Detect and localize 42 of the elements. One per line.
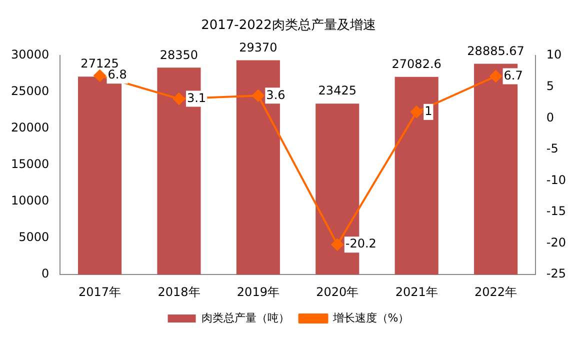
- y2-tick-label: 5: [546, 79, 554, 94]
- data-label: 28350: [160, 48, 198, 62]
- y-tick-label: 25000: [10, 84, 50, 98]
- x-tick-label: 2020年: [316, 284, 359, 299]
- data-label: 28885.67: [467, 44, 524, 58]
- x-tick-label: 2018年: [158, 284, 200, 299]
- legend-label: 增长速度（%）: [332, 311, 410, 324]
- data-label: 3.1: [186, 90, 206, 105]
- data-label: 1: [424, 104, 432, 118]
- data-label: 3.6: [266, 88, 286, 102]
- data-label: 29370: [239, 40, 278, 54]
- y2-tick-label: -20: [546, 235, 566, 250]
- point: [410, 106, 423, 118]
- data-label: 6.8: [108, 68, 127, 82]
- y2-tick-label: -25: [546, 266, 566, 281]
- legend-label: 肉类总产量（吨）: [201, 311, 290, 324]
- y-tick-label: 5000: [18, 230, 50, 244]
- point: [331, 238, 344, 251]
- y2-tick-label: 10: [546, 48, 562, 62]
- data-label: 27082.6: [392, 57, 442, 72]
- x-tick-label: 2021年: [395, 284, 438, 299]
- x-tick-label: 2017年: [78, 284, 122, 299]
- point: [172, 92, 185, 105]
- y2-tick-label: -15: [546, 204, 566, 218]
- data-label: -20.2: [345, 236, 376, 251]
- data-label: 6.7: [504, 68, 523, 82]
- y2-tick-label: -5: [546, 142, 558, 156]
- x-tick-label: 2022年: [474, 284, 518, 299]
- y-tick-label: 15000: [10, 157, 50, 172]
- point: [94, 70, 106, 82]
- data-label: 23425: [318, 84, 356, 98]
- y-tick-label: 30000: [10, 48, 50, 62]
- chart-title: 2017-2022肉类总产量及增速: [201, 18, 376, 34]
- y2-tick-label: -10: [546, 172, 566, 187]
- y-tick-label: 10000: [10, 194, 50, 208]
- point: [490, 70, 502, 82]
- point: [252, 90, 264, 102]
- y-tick-label: 20000: [10, 120, 50, 135]
- x-tick-label: 2019年: [236, 284, 280, 299]
- bar: [394, 76, 438, 275]
- y-tick-label: 0: [42, 266, 50, 281]
- y2-tick-label: 0: [546, 110, 554, 124]
